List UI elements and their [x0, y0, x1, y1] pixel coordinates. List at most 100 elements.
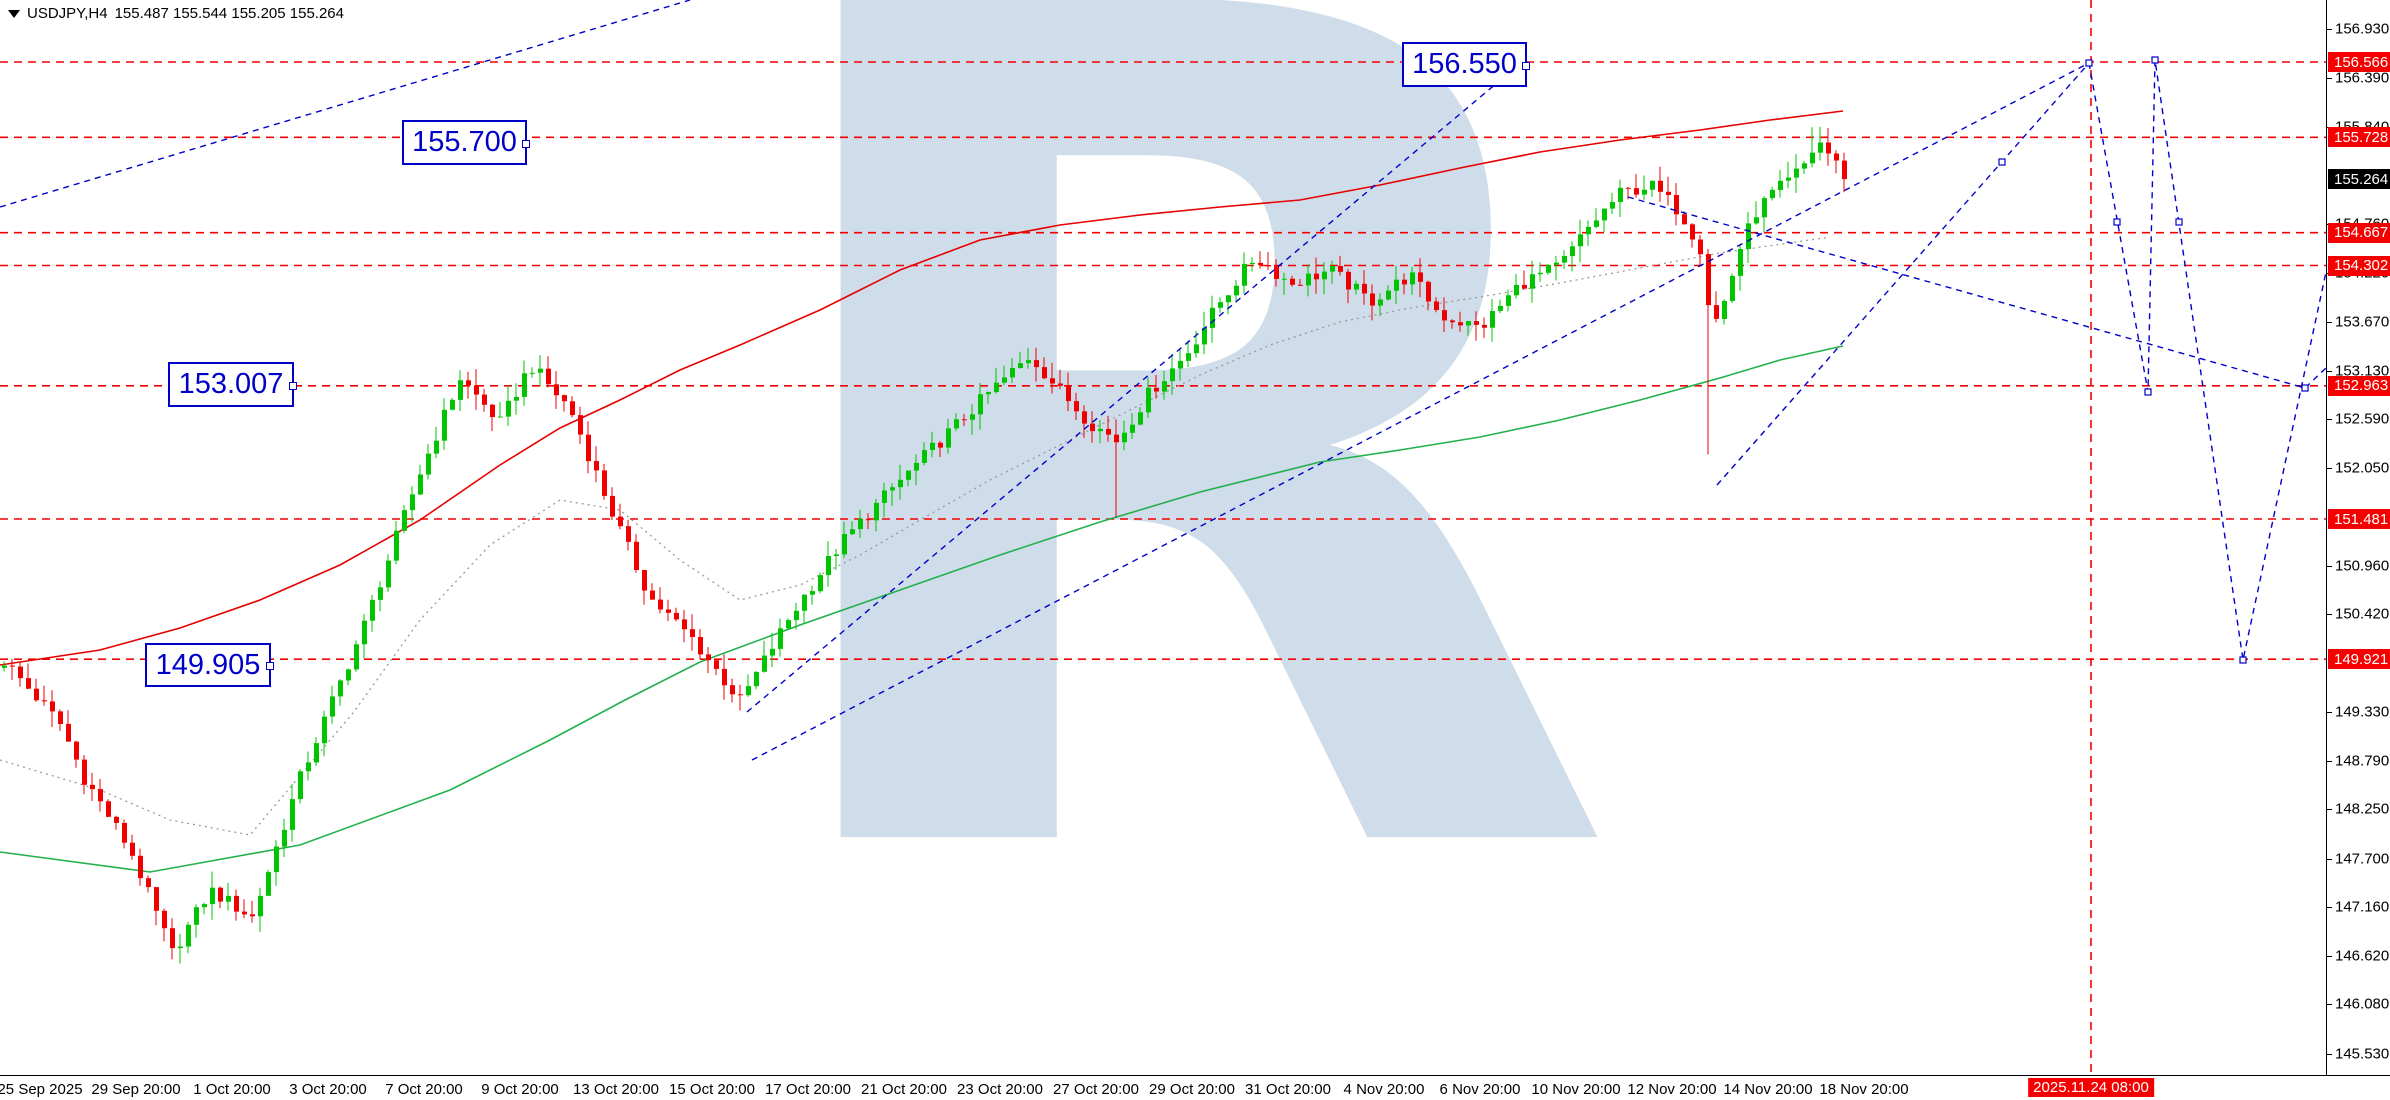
candle [1530, 274, 1535, 289]
tag-anchor-handle[interactable] [266, 662, 274, 670]
candle [1738, 249, 1743, 276]
time-tick-label: 10 Nov 20:00 [1531, 1081, 1621, 1098]
price-tag-149.905[interactable]: 149.905 [145, 643, 274, 687]
candle [810, 591, 815, 595]
candle [482, 394, 487, 405]
price-tick-label: 153.670 [2335, 313, 2390, 331]
candle [890, 487, 895, 491]
tag-anchor-handle[interactable] [1522, 61, 1530, 70]
candle [1426, 281, 1431, 302]
candle [178, 946, 183, 949]
price-tick-label: 153.130 [2335, 362, 2390, 380]
candle [546, 368, 551, 385]
candle [386, 560, 391, 588]
candle [1650, 180, 1655, 190]
candle [1274, 266, 1279, 279]
price-tick-label: 149.330 [2335, 703, 2390, 721]
candle [1010, 368, 1015, 378]
trendline-steep-nov[interactable] [1716, 62, 2090, 486]
candle [1602, 208, 1607, 221]
candle [618, 516, 623, 527]
candle [1706, 254, 1711, 306]
anchor-handle[interactable] [2085, 59, 2093, 67]
zigzag-forecast-line[interactable] [2088, 59, 2327, 661]
anchor-handle[interactable] [2144, 388, 2152, 396]
candle [426, 453, 431, 475]
trendline-descending[interactable] [1627, 196, 2327, 389]
trendline-upper-left[interactable] [0, 0, 691, 208]
price-tick-mark [2327, 614, 2332, 616]
tag-anchor-handle[interactable] [522, 139, 530, 148]
candle [1834, 153, 1839, 161]
anchor-handle[interactable] [2239, 656, 2247, 664]
candle [90, 784, 95, 790]
candle [1250, 262, 1255, 264]
candle [506, 400, 511, 417]
candle [1178, 360, 1183, 369]
price-tick-label: 156.390 [2335, 69, 2390, 87]
candle [1354, 283, 1359, 290]
candle [218, 887, 223, 902]
candle [1610, 202, 1615, 209]
price-tick-mark [2327, 565, 2332, 567]
candle [1714, 305, 1719, 319]
candle [658, 599, 663, 610]
candle [466, 380, 471, 386]
candle [1242, 263, 1247, 286]
candle [1626, 187, 1631, 189]
candle [1546, 264, 1551, 273]
candle [1386, 290, 1391, 300]
candle [266, 872, 271, 896]
trendline-channel-low[interactable] [751, 62, 2090, 761]
price-tick-label: 146.080 [2335, 995, 2390, 1013]
candle [954, 419, 959, 429]
time-tick-label: 15 Oct 20:00 [669, 1081, 755, 1098]
dotted-ma-gray [0, 236, 1831, 836]
candle [362, 620, 367, 645]
time-tick-label: 29 Sep 20:00 [91, 1081, 181, 1098]
price-level-badge: 152.963 [2328, 375, 2390, 396]
candle [1690, 224, 1695, 240]
ohlc-values: 155.487 155.544 155.205 155.264 [114, 5, 344, 22]
candle [898, 479, 903, 488]
candle [858, 518, 863, 530]
price-tag-155.700[interactable]: 155.700 [402, 120, 530, 165]
candle [298, 771, 303, 800]
time-tick-label: 17 Oct 20:00 [765, 1081, 851, 1098]
candle [194, 907, 199, 925]
candle [258, 895, 263, 917]
candle [1482, 324, 1487, 328]
candle [1786, 177, 1791, 181]
time-axis[interactable]: 25 Sep 2025 29 Sep 20:00 1 Oct 20:00 3 Oct … [0, 1075, 2390, 1100]
anchor-handle[interactable] [2151, 56, 2159, 64]
anchor-handle[interactable] [2113, 218, 2121, 226]
candle [290, 799, 295, 830]
price-tag-153.007[interactable]: 153.007 [168, 362, 297, 407]
price-axis[interactable]: 156.930156.390155.840154.760154.220153.6… [2326, 0, 2390, 1075]
symbol-dropdown-icon[interactable] [8, 9, 20, 18]
tag-anchor-handle[interactable] [289, 381, 297, 390]
candle [818, 575, 823, 592]
anchor-handle[interactable] [1998, 158, 2006, 166]
candle [978, 394, 983, 415]
candle [1754, 217, 1759, 224]
trendline-to-156550[interactable] [746, 61, 1523, 713]
candle [650, 590, 655, 600]
candle [1778, 180, 1783, 190]
candle [1634, 188, 1639, 195]
candle [770, 648, 775, 656]
anchor-handle[interactable] [2175, 218, 2183, 226]
candle [1346, 271, 1351, 290]
price-tag-156.550[interactable]: 156.550 [1402, 42, 1530, 87]
candle [1522, 284, 1527, 289]
candle [234, 895, 239, 912]
candle [1394, 279, 1399, 291]
candle [786, 620, 791, 629]
time-tick-label: 27 Oct 20:00 [1053, 1081, 1139, 1098]
slow-ma-green [0, 345, 1844, 873]
price-tick-mark [2327, 322, 2332, 324]
candle [1578, 234, 1583, 247]
anchor-handle[interactable] [2301, 384, 2309, 392]
candle [578, 415, 583, 435]
